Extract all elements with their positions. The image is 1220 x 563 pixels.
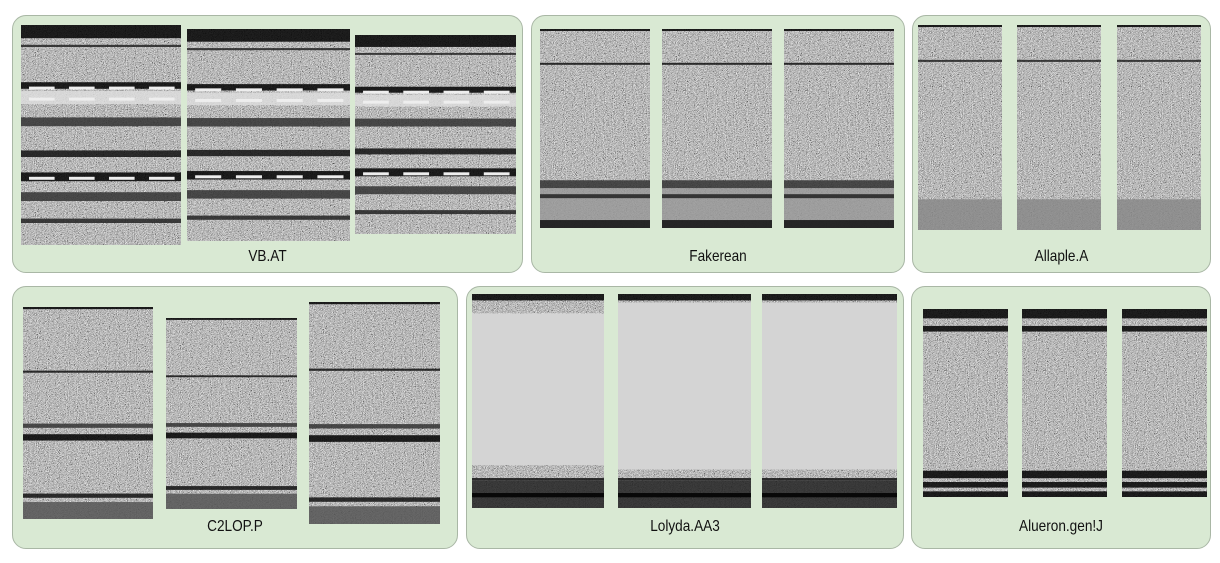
- malware-sample-image: [918, 25, 1002, 230]
- malware-sample-image: [472, 294, 604, 508]
- malware-sample-image: [21, 25, 181, 245]
- malware-sample-image: [784, 29, 894, 228]
- family-label: Allaple.A: [1034, 248, 1089, 265]
- malware-sample-image: [923, 309, 1008, 497]
- family-label: VB.AT: [248, 248, 287, 265]
- malware-sample-image: [166, 318, 297, 509]
- malware-sample-image: [309, 302, 440, 524]
- family-label: Alueron.gen!J: [1019, 518, 1103, 535]
- malware-sample-image: [662, 29, 772, 228]
- malware-sample-image: [23, 307, 153, 519]
- family-label: Lolyda.AA3: [650, 518, 720, 535]
- malware-sample-image: [1122, 309, 1207, 497]
- malware-sample-image: [540, 29, 650, 228]
- malware-sample-image: [1117, 25, 1201, 230]
- malware-sample-image: [1017, 25, 1101, 230]
- malware-sample-image: [355, 35, 516, 234]
- malware-sample-image: [1022, 309, 1107, 497]
- malware-sample-image: [187, 29, 350, 241]
- malware-sample-image: [618, 294, 751, 508]
- family-label: Fakerean: [689, 248, 747, 265]
- family-label: C2LOP.P: [207, 518, 263, 535]
- malware-sample-image: [762, 294, 897, 508]
